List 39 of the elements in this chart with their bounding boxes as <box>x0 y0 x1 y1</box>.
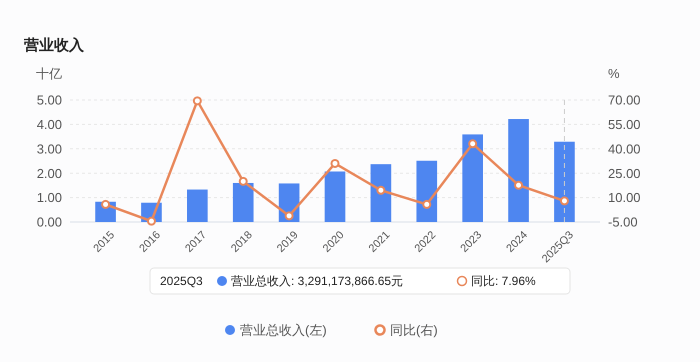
point <box>146 216 156 226</box>
y-tick-label: 2.00 <box>36 166 62 181</box>
y2-tick-label: 55.00 <box>608 116 641 132</box>
y2-tick-label: -5.00 <box>608 214 638 230</box>
bar <box>232 182 254 222</box>
point <box>284 211 294 220</box>
point <box>560 196 569 206</box>
y-tick-label: 0.00 <box>36 214 62 230</box>
y2-tick-label: 10.00 <box>608 190 641 206</box>
y-axis-title: 十亿 <box>36 66 62 81</box>
point <box>376 186 386 195</box>
y2-tick-label: 70.00 <box>608 92 641 108</box>
y2-tick-label: 25.00 <box>608 166 641 181</box>
legend-label: 同比(右) <box>390 322 438 338</box>
point <box>101 200 110 209</box>
point <box>514 180 524 190</box>
y-tick-label: 4.00 <box>36 116 62 132</box>
point <box>238 176 248 186</box>
bar <box>554 142 575 222</box>
point <box>330 158 340 168</box>
bar <box>462 134 483 222</box>
text: 同比: 7.96% <box>471 274 536 288</box>
text: 2025Q3 <box>160 274 204 288</box>
text: 营业总收入: 3,291,173,866.65元 <box>231 274 404 288</box>
y-tick-label: 3.00 <box>36 141 62 156</box>
point <box>422 200 432 209</box>
bar <box>370 164 392 222</box>
y2-tick-label: 40.00 <box>608 141 641 156</box>
y-tick-label: 5.00 <box>36 92 62 108</box>
chart-title: 营业收入 <box>23 37 85 54</box>
bar <box>324 171 346 222</box>
bar <box>416 160 438 222</box>
point <box>192 96 202 106</box>
legend-label: 营业总收入(左) <box>240 322 327 338</box>
bar <box>187 190 208 222</box>
bar <box>508 119 529 222</box>
y-tick-label: 1.00 <box>36 190 62 206</box>
point <box>468 139 478 148</box>
y2-axis-title: % <box>608 66 620 81</box>
